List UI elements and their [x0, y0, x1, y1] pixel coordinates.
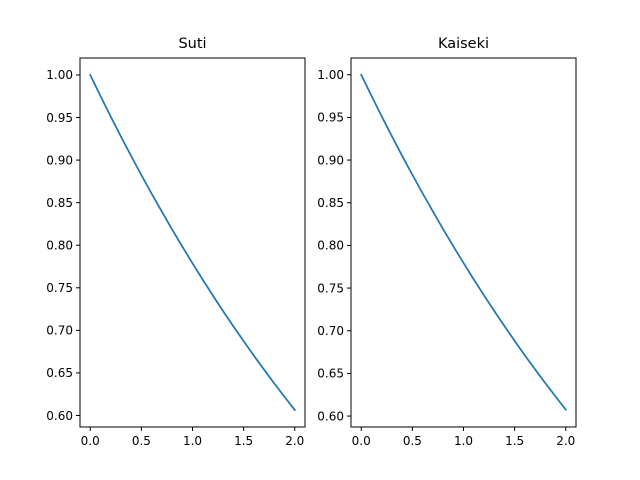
y-tick-label: 0.85	[317, 196, 344, 210]
y-tick-label: 1.00	[317, 68, 344, 82]
series-line-suti	[89, 73, 296, 412]
y-tick-label: 0.60	[46, 409, 73, 423]
x-tick-label: 2.0	[285, 434, 304, 448]
x-tick-label: 1.5	[505, 434, 524, 448]
x-tick-label: 1.0	[454, 434, 473, 448]
plot-frame-kaiseki	[350, 57, 577, 428]
chart-title-suti: Suti	[178, 36, 206, 52]
x-tick-label: 1.0	[183, 434, 202, 448]
subplot-kaiseki: Kaiseki 0.0 0.5 1.0 1.5 2.0 0.60 0.65 0.70 0.75 0.…	[317, 36, 577, 448]
y-tick-label: 0.75	[317, 281, 344, 295]
plot-frame-suti	[79, 57, 306, 428]
y-tick-label: 0.60	[317, 409, 344, 423]
y-tick-label: 0.75	[46, 281, 73, 295]
series-line-kaiseki	[360, 73, 567, 411]
y-tick-label: 0.95	[317, 111, 344, 125]
y-tick-label: 0.65	[46, 366, 73, 380]
x-tick-label: 0.5	[403, 434, 422, 448]
y-tick-label: 0.85	[46, 196, 73, 210]
x-tick-label: 2.0	[556, 434, 575, 448]
y-tick-label: 0.90	[317, 153, 344, 167]
chart-title-kaiseki: Kaiseki	[438, 36, 489, 52]
y-tick-label: 0.80	[46, 239, 73, 253]
y-tick-label: 0.95	[46, 111, 73, 125]
subplot-suti: Suti 0.0 0.5 1.0 1.5 2.0 0.60 0.65 0.70 0.75 0.80 0…	[46, 36, 306, 448]
x-tick-label: 0.0	[352, 434, 371, 448]
y-tick-label: 1.00	[46, 68, 73, 82]
y-tick-label: 0.70	[317, 324, 344, 338]
y-tick-label: 0.70	[46, 324, 73, 338]
y-tick-label: 0.80	[317, 239, 344, 253]
x-tick-label: 0.5	[132, 434, 151, 448]
x-tick-label: 0.0	[81, 434, 100, 448]
x-tick-label: 1.5	[234, 434, 253, 448]
y-tick-label: 0.90	[46, 153, 73, 167]
y-tick-label: 0.65	[317, 367, 344, 381]
